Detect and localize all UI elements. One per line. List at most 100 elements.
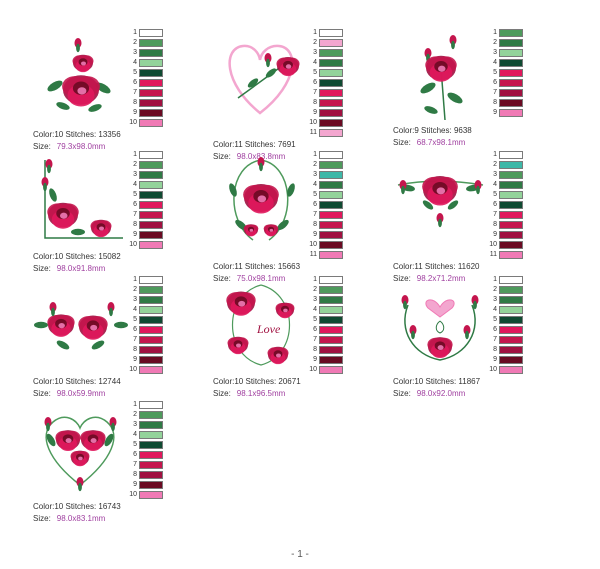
color-swatch <box>499 171 523 179</box>
thread-color-row: 9 <box>128 108 170 118</box>
thread-color-row: 10 <box>128 490 170 500</box>
thread-color-row: 8 <box>488 345 530 355</box>
color-swatch <box>139 421 163 429</box>
stitch-count: 15663 <box>277 262 301 271</box>
thread-number: 4 <box>493 59 497 66</box>
thread-color-row: 6 <box>308 325 350 335</box>
thread-number: 3 <box>493 296 497 303</box>
color-swatch <box>499 39 523 47</box>
color-swatch <box>139 39 163 47</box>
color-swatch <box>319 276 343 284</box>
thread-number: 7 <box>133 461 137 468</box>
thread-color-row: 10 <box>308 365 350 375</box>
color-swatch <box>499 59 523 67</box>
thread-number: 2 <box>493 39 497 46</box>
color-swatch <box>499 231 523 239</box>
thread-number: 3 <box>493 171 497 178</box>
thread-color-row: 2 <box>128 410 170 420</box>
thread-color-row: 7 <box>128 88 170 98</box>
thread-color-row: 7 <box>308 88 350 98</box>
color-swatch <box>319 201 343 209</box>
size-value: 98.0x83.1mm <box>56 514 106 523</box>
thread-color-row: 8 <box>308 220 350 230</box>
thread-color-row: 4 <box>488 180 530 190</box>
stitch-count: 9638 <box>453 126 472 135</box>
thread-color-row: 9 <box>488 230 530 240</box>
thread-number: 11 <box>489 251 497 258</box>
thread-number: 4 <box>493 181 497 188</box>
rose-wreath-icon <box>229 157 295 241</box>
color-swatch <box>499 89 523 97</box>
size-value: 98.0x91.8mm <box>56 264 106 273</box>
thread-number: 2 <box>133 286 137 293</box>
thread-number: 11 <box>309 129 317 136</box>
color-swatch <box>139 79 163 87</box>
thread-color-row: 7 <box>488 210 530 220</box>
thread-color-list: 1 2 3 4 5 6 7 8 9 10 11 <box>488 150 530 260</box>
color-swatch <box>139 296 163 304</box>
size-label: Size: <box>33 264 51 273</box>
color-swatch <box>499 346 523 354</box>
thread-color-row: 6 <box>488 200 530 210</box>
thread-number: 2 <box>133 39 137 46</box>
thread-color-row: 3 <box>488 48 530 58</box>
thread-color-row: 6 <box>488 78 530 88</box>
thread-color-row: 6 <box>308 78 350 88</box>
color-swatch <box>319 151 343 159</box>
color-swatch <box>499 191 523 199</box>
thread-color-row: 5 <box>488 190 530 200</box>
color-swatch <box>139 336 163 344</box>
color-count: Color:11 <box>393 262 423 271</box>
thread-color-row: 3 <box>308 48 350 58</box>
color-swatch <box>319 129 343 137</box>
thread-color-row: 8 <box>488 220 530 230</box>
color-swatch <box>139 316 163 324</box>
color-swatch <box>319 89 343 97</box>
thread-color-row: 8 <box>128 345 170 355</box>
page-number: - 1 - <box>291 549 309 560</box>
color-swatch <box>319 366 343 374</box>
size-value: 98.1x96.5mm <box>236 389 286 398</box>
thread-color-row: 5 <box>128 190 170 200</box>
thread-number: 1 <box>493 29 497 36</box>
color-swatch <box>319 356 343 364</box>
rose-swag-icon <box>397 176 484 228</box>
thread-number: 5 <box>313 316 317 323</box>
thread-number: 2 <box>313 286 317 293</box>
thread-color-row: 2 <box>128 38 170 48</box>
thread-number: 9 <box>493 231 497 238</box>
color-swatch <box>139 286 163 294</box>
thread-number: 8 <box>133 346 137 353</box>
color-swatch <box>139 59 163 67</box>
color-count: Color:10 <box>33 130 64 139</box>
thread-number: 9 <box>133 356 137 363</box>
thread-color-row: 6 <box>128 325 170 335</box>
thread-color-row: 10 <box>308 240 350 250</box>
color-swatch <box>319 221 343 229</box>
thread-number: 6 <box>313 201 317 208</box>
thread-number: 3 <box>313 49 317 56</box>
thread-number: 8 <box>133 471 137 478</box>
thread-color-row: 2 <box>308 38 350 48</box>
design-card: Love 1 2 3 4 5 6 7 8 9 10 Color:10 Stitches: 20671 S… <box>213 275 378 398</box>
love-rose-icon: Love <box>226 284 295 366</box>
thread-number: 8 <box>313 221 317 228</box>
thread-color-row: 9 <box>488 355 530 365</box>
corner-rose-icon <box>41 159 123 239</box>
thread-number: 4 <box>133 306 137 313</box>
size-info: Size: 98.2x71.2mm <box>393 274 465 284</box>
thread-color-row: 9 <box>488 108 530 118</box>
color-swatch <box>319 306 343 314</box>
color-swatch <box>139 326 163 334</box>
color-swatch <box>139 401 163 409</box>
thread-number: 9 <box>313 231 317 238</box>
thread-number: 2 <box>133 411 137 418</box>
size-label: Size: <box>393 274 411 283</box>
thread-number: 8 <box>133 99 137 106</box>
thread-color-row: 10 <box>488 365 530 375</box>
thread-number: 8 <box>493 221 497 228</box>
size-value: 98.2x71.2mm <box>416 274 466 283</box>
stitches-label: Stitches: <box>65 130 97 139</box>
thread-color-row: 9 <box>308 355 350 365</box>
color-swatch <box>319 49 343 57</box>
